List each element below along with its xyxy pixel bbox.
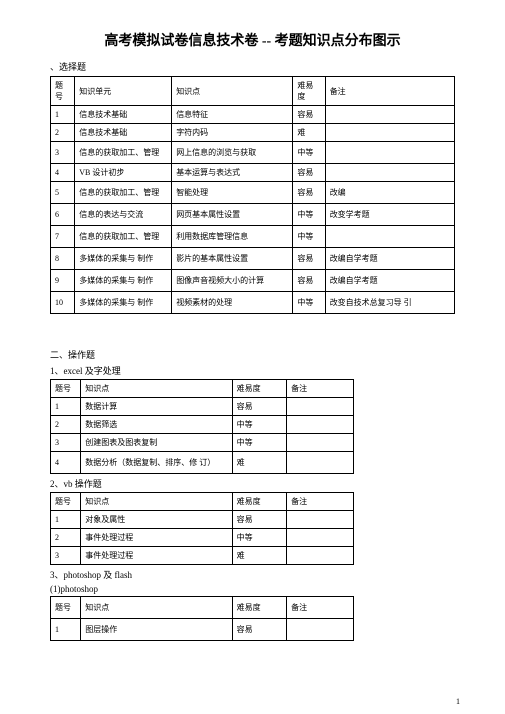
table-row: 2数据筛选中等 (51, 416, 354, 434)
sub2-label: 2、vb 操作题 (50, 477, 455, 490)
table-header-row: 题号 知识点 难易度 备注 (51, 380, 354, 398)
table-row: 1图层操作容易 (51, 619, 354, 641)
table-select-questions: 题号 知识单元 知识点 难易度 备注 1信息技术基础信息特征容易 2信息技术基础… (50, 76, 455, 314)
table-row: 2信息技术基础字符内码难 (51, 124, 455, 142)
section2-label: 二、操作题 (50, 348, 455, 361)
table-photoshop: 题号 知识点 难易度 备注 1图层操作容易 (50, 596, 354, 641)
table-row: 1数据计算容易 (51, 398, 354, 416)
section1-label: 、选择题 (50, 60, 455, 73)
table-header-row: 题号 知识单元 知识点 难易度 备注 (51, 77, 455, 106)
th-unit: 知识单元 (75, 77, 172, 106)
table-vb: 题号 知识点 难易度 备注 1对象及属性容易 2事件处理过程中等 3事件处理过程… (50, 492, 354, 565)
sub3-label: 3、photoshop 及 flash (50, 568, 455, 581)
table-row: 9多媒体的采集与 制作图像声音视频大小的计算容易改编自学考题 (51, 270, 455, 292)
th-point: 知识点 (172, 77, 293, 106)
table-row: 5信息的获取加工、管理智能处理容易改编 (51, 182, 455, 204)
table-row: 3事件处理过程难 (51, 547, 354, 565)
table-row: 2事件处理过程中等 (51, 529, 354, 547)
page-title: 高考模拟试卷信息技术卷 -- 考题知识点分布图示 (50, 30, 455, 50)
table-row: 3创建图表及图表复制中等 (51, 434, 354, 452)
sub3a-label: (1)photoshop (50, 584, 455, 594)
table-header-row: 题号 知识点 难易度 备注 (51, 597, 354, 619)
table-excel: 题号 知识点 难易度 备注 1数据计算容易 2数据筛选中等 3创建图表及图表复制… (50, 379, 354, 474)
table-row: 10多媒体的采集与 制作视频素材的处理中等改变自技术总复习导 引 (51, 292, 455, 314)
table-row: 7信息的获取加工、管理利用数据库管理信息中等 (51, 226, 455, 248)
table-row: 1对象及属性容易 (51, 511, 354, 529)
table-header-row: 题号 知识点 难易度 备注 (51, 493, 354, 511)
table-row: 4VB 设计初步基本运算与表达式容易 (51, 164, 455, 182)
table-row: 4数据分析（数据复制、排序、修 订）难 (51, 452, 354, 474)
table-row: 6信息的表达与交流网页基本属性设置中等改变学考题 (51, 204, 455, 226)
table-row: 1信息技术基础信息特征容易 (51, 106, 455, 124)
th-note: 备注 (325, 77, 454, 106)
table-row: 3信息的获取加工、管理网上信息的浏览与获取中等 (51, 142, 455, 164)
sub1-label: 1、excel 及字处理 (50, 364, 455, 377)
th-num: 题号 (51, 77, 75, 106)
table-row: 8多媒体的采集与 制作影片的基本属性设置容易改编自学考题 (51, 248, 455, 270)
page-number: 1 (456, 697, 460, 706)
th-level: 难易度 (293, 77, 325, 106)
